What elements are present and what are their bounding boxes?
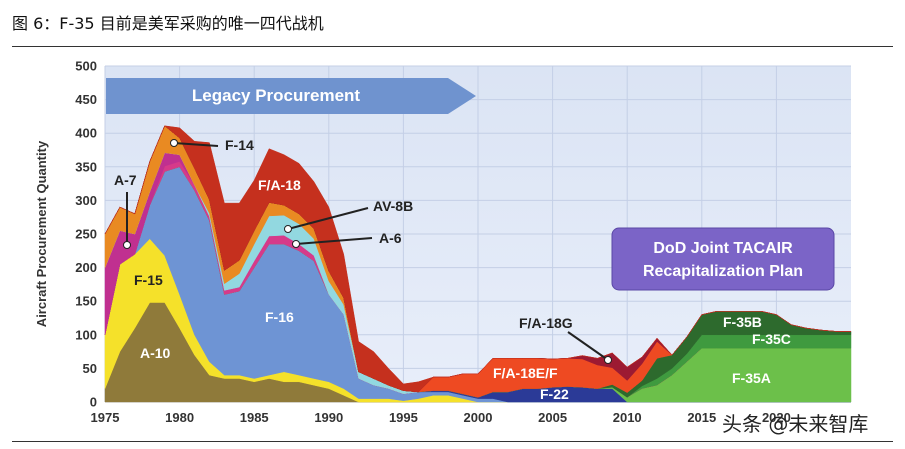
label-f35a: F-35A — [732, 370, 771, 386]
x-tick-1975: 1975 — [91, 410, 120, 425]
y-tick-50: 50 — [83, 361, 97, 376]
legacy-banner-label: Legacy Procurement — [192, 86, 361, 105]
y-tick-150: 150 — [75, 294, 97, 309]
x-tick-2020: 2020 — [762, 410, 791, 425]
x-tick-1995: 1995 — [389, 410, 418, 425]
x-tick-2000: 2000 — [464, 410, 493, 425]
label-a6: A-6 — [379, 230, 402, 246]
y-tick-400: 400 — [75, 126, 97, 141]
y-tick-300: 300 — [75, 193, 97, 208]
bottom-rule — [12, 441, 893, 442]
x-tick-labels: 1975 1980 1985 1990 1995 2000 2005 2010 2015 2020 — [91, 410, 791, 425]
label-f14: F-14 — [225, 137, 254, 153]
x-tick-1980: 1980 — [165, 410, 194, 425]
area-f-a-18 — [104, 125, 851, 393]
series-areas — [104, 125, 852, 403]
leader-fa18g — [567, 331, 609, 361]
plan-box-line1: DoD Joint TACAIR — [653, 240, 793, 257]
marker-av8b — [284, 225, 292, 233]
label-fa18: F/A-18 — [258, 177, 301, 193]
y-tick-450: 450 — [75, 92, 97, 107]
y-tick-250: 250 — [75, 227, 97, 242]
marker-a6 — [292, 240, 300, 248]
x-tick-1985: 1985 — [240, 410, 269, 425]
marker-fa18g — [604, 356, 612, 364]
watermark: 头条 @未来智库 — [722, 412, 869, 436]
title-rule — [12, 46, 893, 47]
x-tick-2005: 2005 — [538, 410, 567, 425]
figure-title: 图 6：F-35 目前是美军采购的唯一四代战机 — [12, 14, 324, 33]
y-tick-350: 350 — [75, 159, 97, 174]
label-f15: F-15 — [134, 272, 163, 288]
y-tick-0: 0 — [90, 395, 97, 410]
plan-box — [611, 227, 835, 291]
label-fa18g: F/A-18G — [519, 315, 573, 331]
label-a10: A-10 — [140, 345, 171, 361]
label-av8b: AV-8B — [373, 198, 413, 214]
x-tick-2010: 2010 — [613, 410, 642, 425]
x-tick-2015: 2015 — [687, 410, 716, 425]
leader-a6 — [295, 237, 373, 245]
y-tick-labels: 0 50 100 150 200 250 300 350 400 450 500 — [75, 59, 97, 410]
marker-a7 — [123, 241, 131, 249]
label-fa18ef: F/A-18E/F — [493, 365, 558, 381]
y-tick-100: 100 — [75, 327, 97, 342]
leader-f14 — [173, 142, 219, 147]
label-a7: A-7 — [114, 172, 137, 188]
label-f22: F-22 — [540, 386, 569, 402]
label-f16: F-16 — [265, 309, 294, 325]
label-f35c: F-35C — [752, 331, 791, 347]
y-axis-title: Aircraft Procurement Quantity — [34, 140, 49, 327]
marker-f14 — [170, 139, 178, 147]
x-tick-1990: 1990 — [314, 410, 343, 425]
y-tick-200: 200 — [75, 260, 97, 275]
legacy-banner — [106, 78, 476, 114]
y-tick-500: 500 — [75, 59, 97, 74]
leader-av8b — [287, 207, 369, 230]
label-f35b: F-35B — [723, 314, 762, 330]
plan-box-line2: Recapitalization Plan — [643, 263, 803, 280]
